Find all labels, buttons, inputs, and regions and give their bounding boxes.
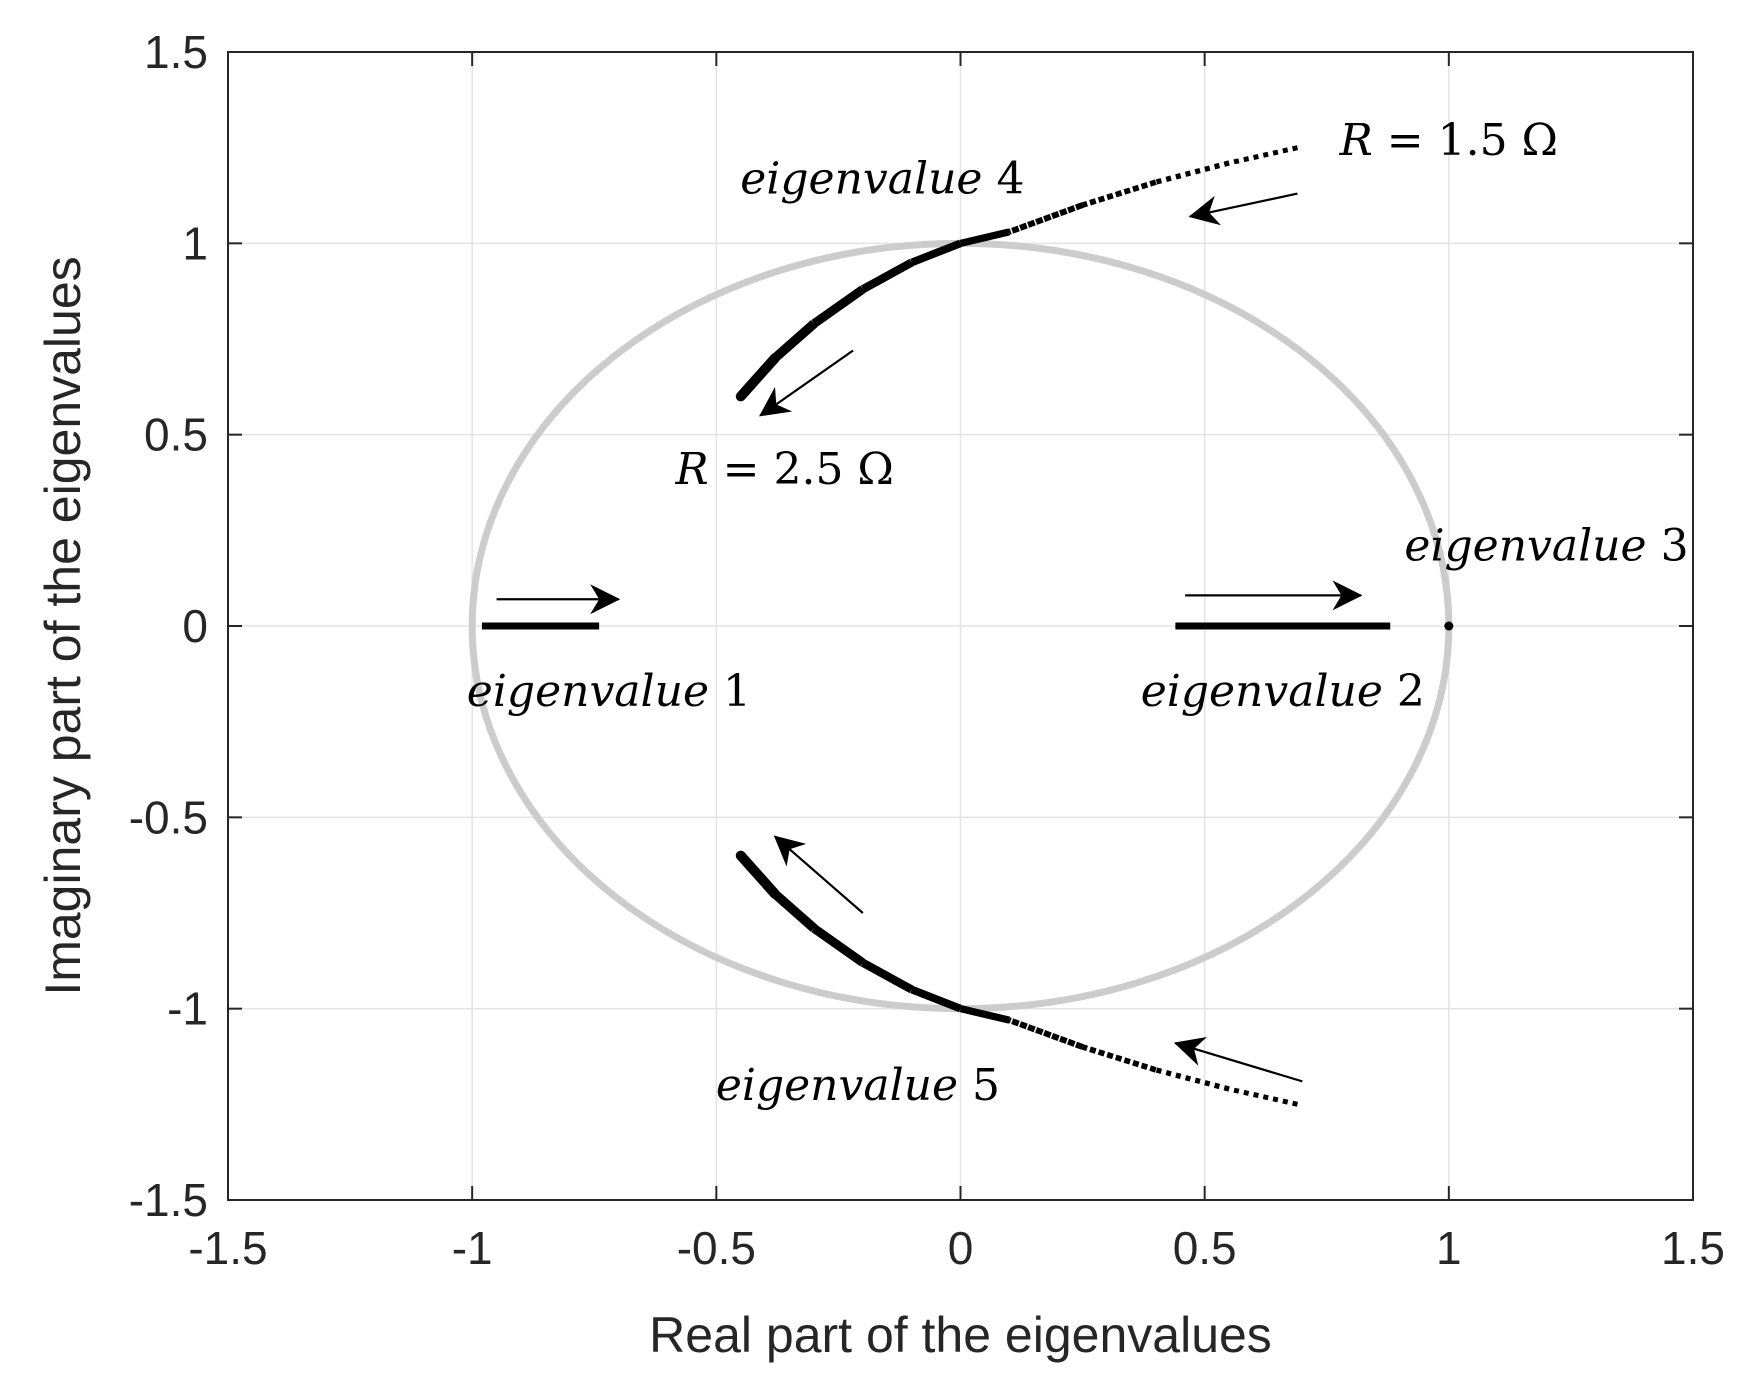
series-eigenvalue-5-segment <box>1155 1067 1230 1092</box>
y-tick-label: -1 <box>167 983 208 1035</box>
x-tick-label: -1 <box>452 1222 493 1274</box>
arrow-ev5-lower <box>1173 1036 1303 1083</box>
x-axis-label: Real part of the eigenvalues <box>649 1307 1272 1363</box>
x-tick-label: -1.5 <box>188 1222 267 1274</box>
series-eigenvalue-5-segment <box>771 890 818 932</box>
arrow-ev5-upper <box>773 835 864 914</box>
x-tick-label: 0.5 <box>1173 1222 1237 1274</box>
arrow-ev4-lower <box>759 349 854 417</box>
axes-box <box>227 51 1694 1201</box>
series-eigenvalue-3-point <box>1444 621 1454 631</box>
x-tick-label: 1.5 <box>1661 1222 1725 1274</box>
arrow-layer <box>496 192 1363 1083</box>
series-eigenvalue-5-segment <box>860 959 914 994</box>
label-ev5: eigenvalue 5 <box>716 1060 1000 1111</box>
x-tick-label: 0 <box>948 1222 974 1274</box>
label-r25: R = 2.5 Ω <box>674 444 893 495</box>
series-eigenvalue-4-segment <box>811 285 866 328</box>
series-eigenvalue-4-segment <box>1081 179 1157 208</box>
y-tick-label: 1.5 <box>144 26 208 78</box>
y-axis-label: Imaginary part of the eigenvalues <box>35 256 91 995</box>
label-ev3: eigenvalue 3 <box>1404 521 1688 572</box>
label-r15: R = 1.5 Ω <box>1339 115 1558 166</box>
x-tick-label: -0.5 <box>677 1222 756 1274</box>
y-tick-label: 1 <box>182 217 208 269</box>
series-eigenvalue-4-segment <box>1008 202 1084 235</box>
y-tick-label: 0 <box>182 600 208 652</box>
x-tick-label: 1 <box>1436 1222 1462 1274</box>
series-eigenvalue-4-segment <box>1228 145 1298 166</box>
y-tick-label: 0.5 <box>144 409 208 461</box>
series-eigenvalue-5-segment <box>1228 1086 1298 1107</box>
series-eigenvalue-5-segment <box>811 924 866 967</box>
label-ev1: eigenvalue 1 <box>467 666 751 717</box>
series-eigenvalue-4-segment <box>959 228 1011 247</box>
series-eigenvalue-5-segment <box>1081 1044 1157 1073</box>
arrow-ev4-upper <box>1188 192 1298 226</box>
label-ev4: eigenvalue 4 <box>740 153 1024 204</box>
tick-labels: -1.5 -1 -0.5 0 0.5 1 1.5 -1.5 -1 -0.5 0 0.5 1 1.5 <box>129 26 1725 1274</box>
series-eigenvalue-4-segment <box>1155 160 1230 185</box>
series-eigenvalue-5-segment <box>959 1005 1011 1024</box>
series-eigenvalue-4-segment <box>860 258 914 293</box>
series-eigenvalue-5-segment <box>735 850 780 899</box>
y-tick-label: -0.5 <box>129 791 208 843</box>
series-eigenvalue-4-segment <box>771 320 818 362</box>
series-eigenvalue-4-segment <box>735 353 780 402</box>
series-layer <box>481 145 1454 1107</box>
grid-lines <box>227 51 1694 1201</box>
y-tick-label: -1.5 <box>129 1174 208 1226</box>
annotations: eigenvalue 1 eigenvalue 2 eigenvalue 3 eige… <box>467 115 1689 1111</box>
series-eigenvalue-5-segment <box>910 985 962 1013</box>
label-ev2: eigenvalue 2 <box>1141 666 1425 717</box>
series-eigenvalue-4-segment <box>910 239 962 267</box>
series-eigenvalue-5-segment <box>1008 1017 1084 1050</box>
